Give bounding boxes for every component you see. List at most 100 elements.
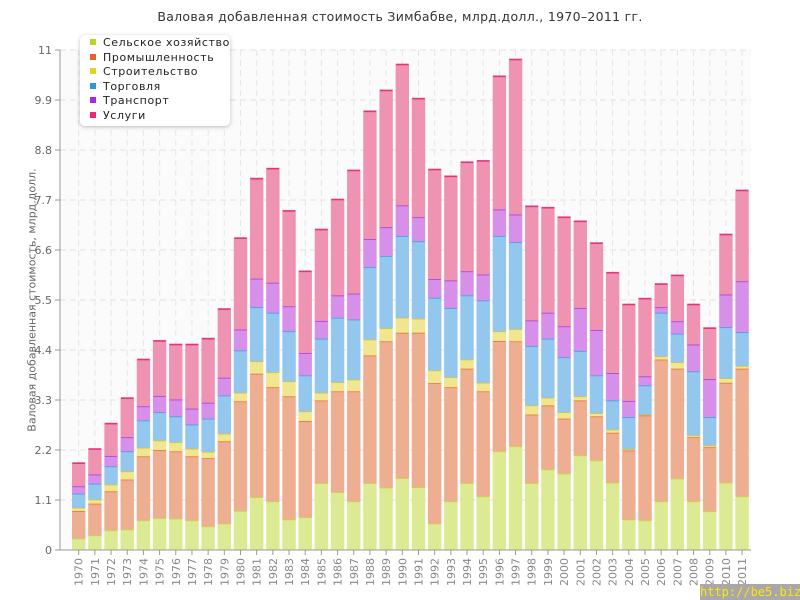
- bar-segment: [460, 367, 474, 484]
- bar-segment: [282, 380, 296, 397]
- bar-segment: [152, 449, 167, 519]
- bar-segment: [686, 436, 701, 502]
- bar-segment: [201, 401, 215, 419]
- bar-segment: [492, 75, 507, 210]
- bar-segment: [670, 367, 685, 479]
- y-tick-label: 0: [45, 544, 52, 557]
- legend-label: Сельское хозяйство: [103, 36, 230, 49]
- x-tick-label: 1978: [202, 558, 215, 586]
- y-tick-label: 2.2: [35, 444, 53, 457]
- bar-segment: [476, 495, 490, 551]
- legend-item[interactable]: Сельское хозяйство: [90, 36, 230, 49]
- bar-segment: [444, 175, 458, 281]
- bar-segment: [622, 399, 636, 418]
- x-tick-label: 1984: [299, 558, 312, 586]
- bar-segment: [169, 415, 183, 443]
- bar-segment: [605, 271, 620, 374]
- bar-segment: [557, 417, 571, 474]
- x-tick-label: 1973: [121, 558, 134, 586]
- y-tick-label: 1.1: [35, 494, 53, 507]
- bar-segment: [589, 374, 604, 414]
- bar-segment: [525, 482, 539, 551]
- legend-item[interactable]: Услуги: [90, 109, 146, 122]
- bar-segment: [719, 381, 733, 483]
- y-tick-label: 3.3: [35, 394, 53, 407]
- legend-label: Промышленность: [103, 51, 215, 64]
- bar-segment: [703, 416, 717, 446]
- bar-segment: [622, 303, 636, 401]
- bar-segment: [460, 294, 474, 360]
- bar-segment: [605, 372, 620, 401]
- bar-segment: [605, 431, 620, 483]
- x-tick-label: 1987: [348, 558, 361, 586]
- bar-segment: [249, 360, 264, 374]
- bar-segment: [427, 296, 442, 371]
- bar-segment: [411, 97, 426, 218]
- bar-segment: [557, 216, 571, 327]
- bar-segment: [330, 390, 345, 493]
- x-tick-label: 1994: [461, 558, 474, 586]
- bar-segment: [104, 529, 118, 551]
- bar-segment: [379, 254, 393, 329]
- watermark-link[interactable]: http://be5.biz/: [700, 584, 800, 600]
- bar-segment: [88, 482, 102, 500]
- x-tick-label: 1992: [429, 558, 442, 586]
- x-tick-label: 1971: [89, 558, 102, 586]
- bar-segment: [88, 448, 102, 475]
- y-tick-label: 8.8: [35, 144, 53, 157]
- bar-segment: [120, 478, 134, 530]
- bar-segment: [185, 343, 199, 409]
- bar-segment: [411, 331, 426, 488]
- legend-item[interactable]: Транспорт: [90, 94, 169, 107]
- bar-segment: [686, 370, 701, 436]
- bar-segment: [201, 525, 215, 551]
- bar-segment: [573, 220, 587, 309]
- bar-segment: [508, 241, 523, 330]
- bar-segment: [217, 394, 232, 434]
- bar-segment: [104, 454, 118, 467]
- bar-segment: [363, 110, 377, 240]
- bar-segment: [573, 399, 587, 456]
- bar-segment: [104, 490, 118, 531]
- chart-title: Валовая добавленная стоимость Зимбабве, …: [157, 9, 643, 24]
- bar-segment: [508, 445, 523, 551]
- bar-segment: [395, 477, 410, 551]
- legend-marker: [90, 112, 96, 118]
- bar-segment: [363, 338, 377, 356]
- bar-segment: [314, 319, 329, 339]
- x-tick-label: 1989: [380, 558, 393, 586]
- bar-segment: [266, 500, 280, 551]
- bar-segment: [249, 496, 264, 551]
- bar-segment: [136, 358, 151, 407]
- bar-segment: [735, 367, 749, 497]
- bar-segment: [314, 482, 329, 551]
- bar-segment: [136, 455, 151, 521]
- bar-segment: [735, 189, 749, 282]
- bar-segment: [460, 161, 474, 272]
- bar-segment: [444, 376, 458, 388]
- bar-segment: [136, 519, 151, 551]
- legend-item[interactable]: Промышленность: [90, 51, 214, 64]
- bar-segment: [330, 491, 345, 551]
- bar-segment: [605, 481, 620, 551]
- x-tick-label: 2005: [639, 558, 652, 586]
- bar-segment: [735, 495, 749, 551]
- bar-segment: [136, 446, 151, 457]
- legend-item[interactable]: Строительство: [90, 65, 198, 78]
- bar-segment: [136, 419, 151, 448]
- x-tick-label: 1977: [186, 558, 199, 586]
- x-tick-label: 1976: [170, 558, 183, 586]
- x-tick-label: 2004: [623, 558, 636, 586]
- bar-segment: [605, 399, 620, 430]
- bar-segment: [217, 308, 232, 378]
- bar-segment: [492, 450, 507, 551]
- legend-item[interactable]: Торговля: [90, 80, 161, 93]
- bar-segment: [233, 509, 248, 551]
- bar-segment: [298, 270, 312, 354]
- x-tick-label: 1986: [332, 558, 345, 586]
- x-tick-label: 1970: [73, 558, 86, 586]
- bar-segment: [476, 159, 490, 275]
- y-tick-label: 7.7: [35, 194, 53, 207]
- bar-segment: [622, 416, 636, 450]
